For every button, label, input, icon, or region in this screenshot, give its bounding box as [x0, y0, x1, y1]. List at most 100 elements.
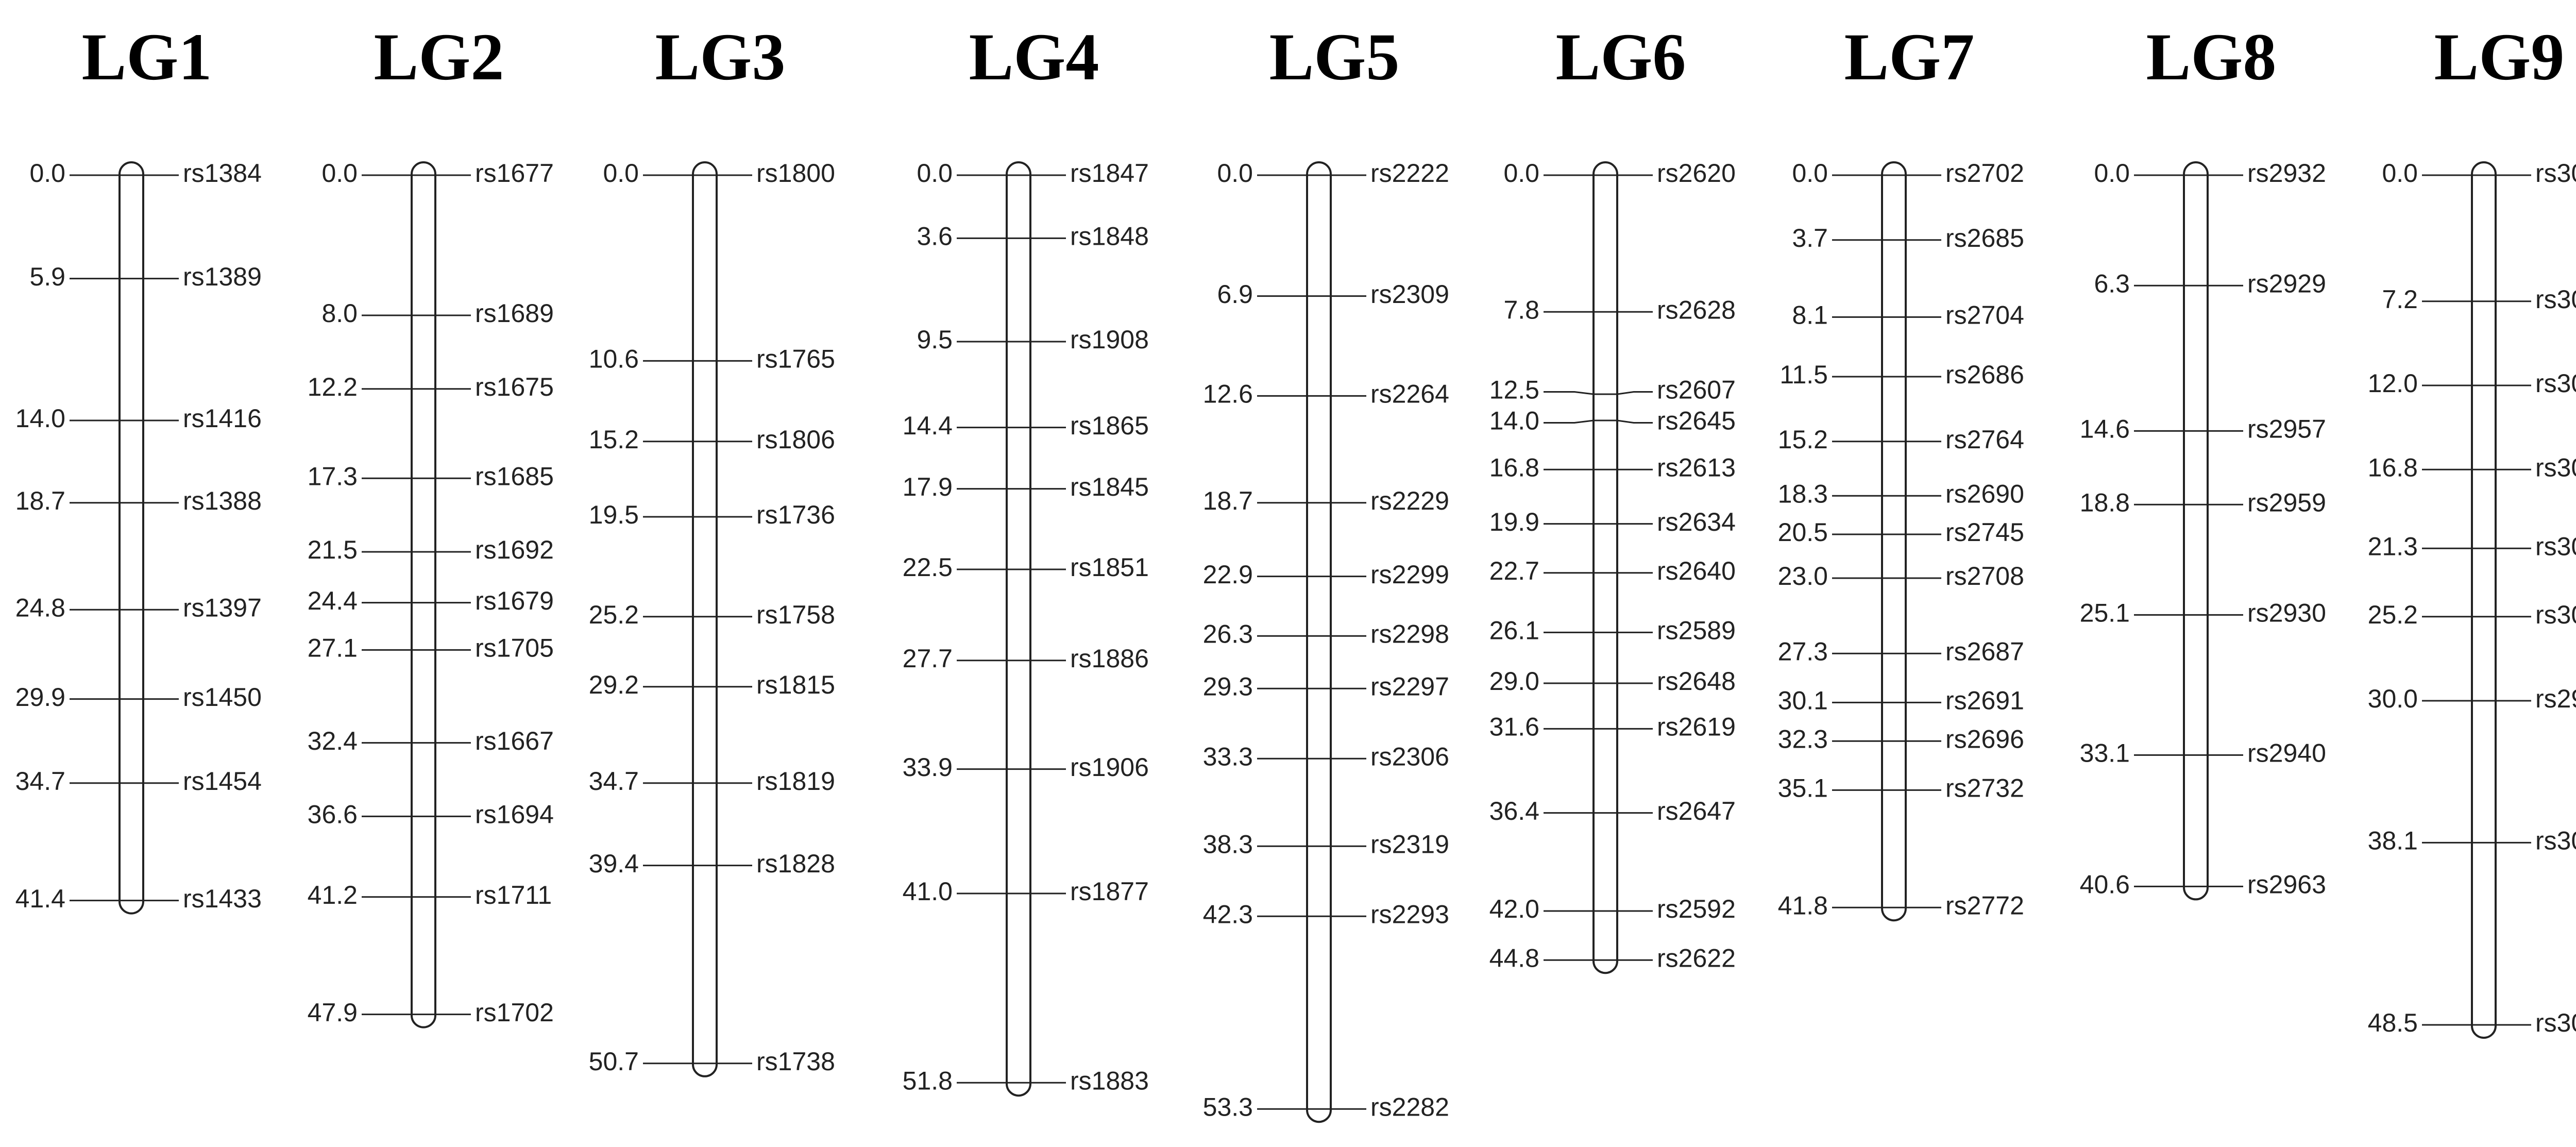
marker-label: rs1758	[756, 600, 835, 629]
marker-label: rs1819	[756, 767, 835, 796]
position-label: 8.0	[321, 299, 358, 328]
marker-label: rs1828	[756, 849, 835, 878]
position-label: 12.5	[1489, 376, 1539, 404]
marker-tick	[1544, 419, 1653, 424]
position-label: 50.7	[589, 1047, 639, 1076]
position-label: 21.3	[2368, 532, 2418, 561]
position-label: 18.7	[15, 486, 65, 515]
marker-label: rs2297	[1370, 672, 1449, 701]
position-label: 15.2	[589, 425, 639, 454]
position-label: 27.3	[1778, 637, 1828, 666]
group-title: LG8	[2146, 20, 2277, 94]
position-label: 41.8	[1778, 891, 1828, 920]
marker-label: rs2634	[1657, 508, 1736, 536]
chromosome-bar	[118, 161, 144, 915]
marker-label: rs1384	[183, 159, 262, 188]
marker-label: rs3067	[2535, 453, 2576, 482]
marker-label: rs2764	[1945, 425, 2024, 454]
marker-label: rs2222	[1370, 159, 1449, 188]
marker-label: rs2996	[2535, 684, 2576, 713]
position-label: 9.5	[917, 325, 953, 354]
position-label: 47.9	[308, 998, 358, 1027]
position-label: 20.5	[1778, 518, 1828, 547]
group-title: LG6	[1556, 20, 1686, 94]
position-label: 41.0	[903, 877, 953, 906]
group-title: LG9	[2434, 20, 2565, 94]
marker-label: rs2282	[1370, 1092, 1449, 1121]
position-label: 29.2	[589, 670, 639, 699]
marker-label: rs1815	[756, 670, 835, 699]
marker-label: rs1692	[475, 535, 554, 564]
marker-label: rs1694	[475, 800, 554, 829]
position-label: 16.8	[1489, 453, 1539, 482]
marker-label: rs1685	[475, 462, 554, 491]
marker-label: rs2229	[1370, 486, 1449, 515]
position-label: 26.3	[1203, 619, 1253, 648]
marker-label: rs1675	[475, 373, 554, 401]
position-label: 41.2	[308, 881, 358, 909]
group-title: LG1	[82, 20, 212, 94]
marker-label: rs2690	[1945, 479, 2024, 508]
position-label: 0.0	[603, 159, 639, 188]
position-label: 25.1	[2080, 599, 2130, 628]
position-label: 14.0	[1489, 407, 1539, 435]
group-title: LG3	[655, 20, 786, 94]
position-label: 34.7	[15, 767, 65, 796]
position-label: 0.0	[917, 159, 953, 188]
marker-label: rs1450	[183, 683, 262, 712]
marker-label: rs2929	[2247, 269, 2326, 298]
marker-label: rs1738	[756, 1047, 835, 1076]
marker-label: rs2963	[2247, 870, 2326, 899]
marker-label: rs2932	[2247, 159, 2326, 188]
chromosome-bar	[1306, 161, 1332, 1123]
position-label: 12.6	[1203, 380, 1253, 409]
marker-label: rs1677	[475, 159, 554, 188]
marker-label: rs2691	[1945, 686, 2024, 715]
marker-label: rs2619	[1657, 713, 1736, 741]
position-label: 0.0	[2094, 159, 2130, 188]
marker-label: rs2298	[1370, 619, 1449, 648]
chromosome-bar	[411, 161, 436, 1028]
position-label: 0.0	[1792, 159, 1828, 188]
marker-label: rs1702	[475, 998, 554, 1027]
position-label: 30.1	[1778, 686, 1828, 715]
position-label: 19.9	[1489, 508, 1539, 536]
position-label: 38.3	[1203, 830, 1253, 858]
position-label: 26.1	[1489, 616, 1539, 645]
marker-label: rs2299	[1370, 560, 1449, 589]
marker-label: rs2704	[1945, 301, 2024, 330]
marker-label: rs1883	[1070, 1066, 1149, 1095]
marker-label: rs2745	[1945, 518, 2024, 547]
marker-label: rs2264	[1370, 380, 1449, 409]
marker-label: rs1679	[475, 586, 554, 615]
marker-label: rs1806	[756, 425, 835, 454]
marker-label: rs3086	[2535, 826, 2576, 855]
position-label: 3.6	[917, 222, 953, 251]
marker-label: rs1689	[475, 299, 554, 328]
position-label: 41.4	[15, 884, 65, 913]
position-label: 33.9	[903, 753, 953, 782]
marker-label: rs2686	[1945, 360, 2024, 389]
marker-label: rs2306	[1370, 742, 1449, 771]
position-label: 18.8	[2080, 488, 2130, 517]
position-label: 24.8	[15, 593, 65, 622]
position-label: 11.5	[1780, 360, 1828, 389]
position-label: 23.0	[1778, 562, 1828, 591]
marker-label: rs2645	[1657, 407, 1736, 435]
position-label: 8.1	[1792, 301, 1828, 330]
marker-label: rs2959	[2247, 488, 2326, 517]
marker-label: rs2702	[1945, 159, 2024, 188]
chromosome-bar	[692, 161, 718, 1077]
marker-label: rs3065	[2535, 369, 2576, 398]
marker-label: rs3043	[2535, 159, 2576, 188]
position-label: 15.2	[1778, 425, 1828, 454]
chromosome-bar	[2471, 161, 2497, 1039]
marker-label: rs2640	[1657, 556, 1736, 585]
position-label: 14.6	[2080, 415, 2130, 444]
position-label: 29.9	[15, 683, 65, 712]
marker-label: rs2607	[1657, 376, 1736, 404]
marker-label: rs2772	[1945, 891, 2024, 920]
group-title: LG2	[374, 20, 504, 94]
position-label: 40.6	[2080, 870, 2130, 899]
marker-label: rs2613	[1657, 453, 1736, 482]
